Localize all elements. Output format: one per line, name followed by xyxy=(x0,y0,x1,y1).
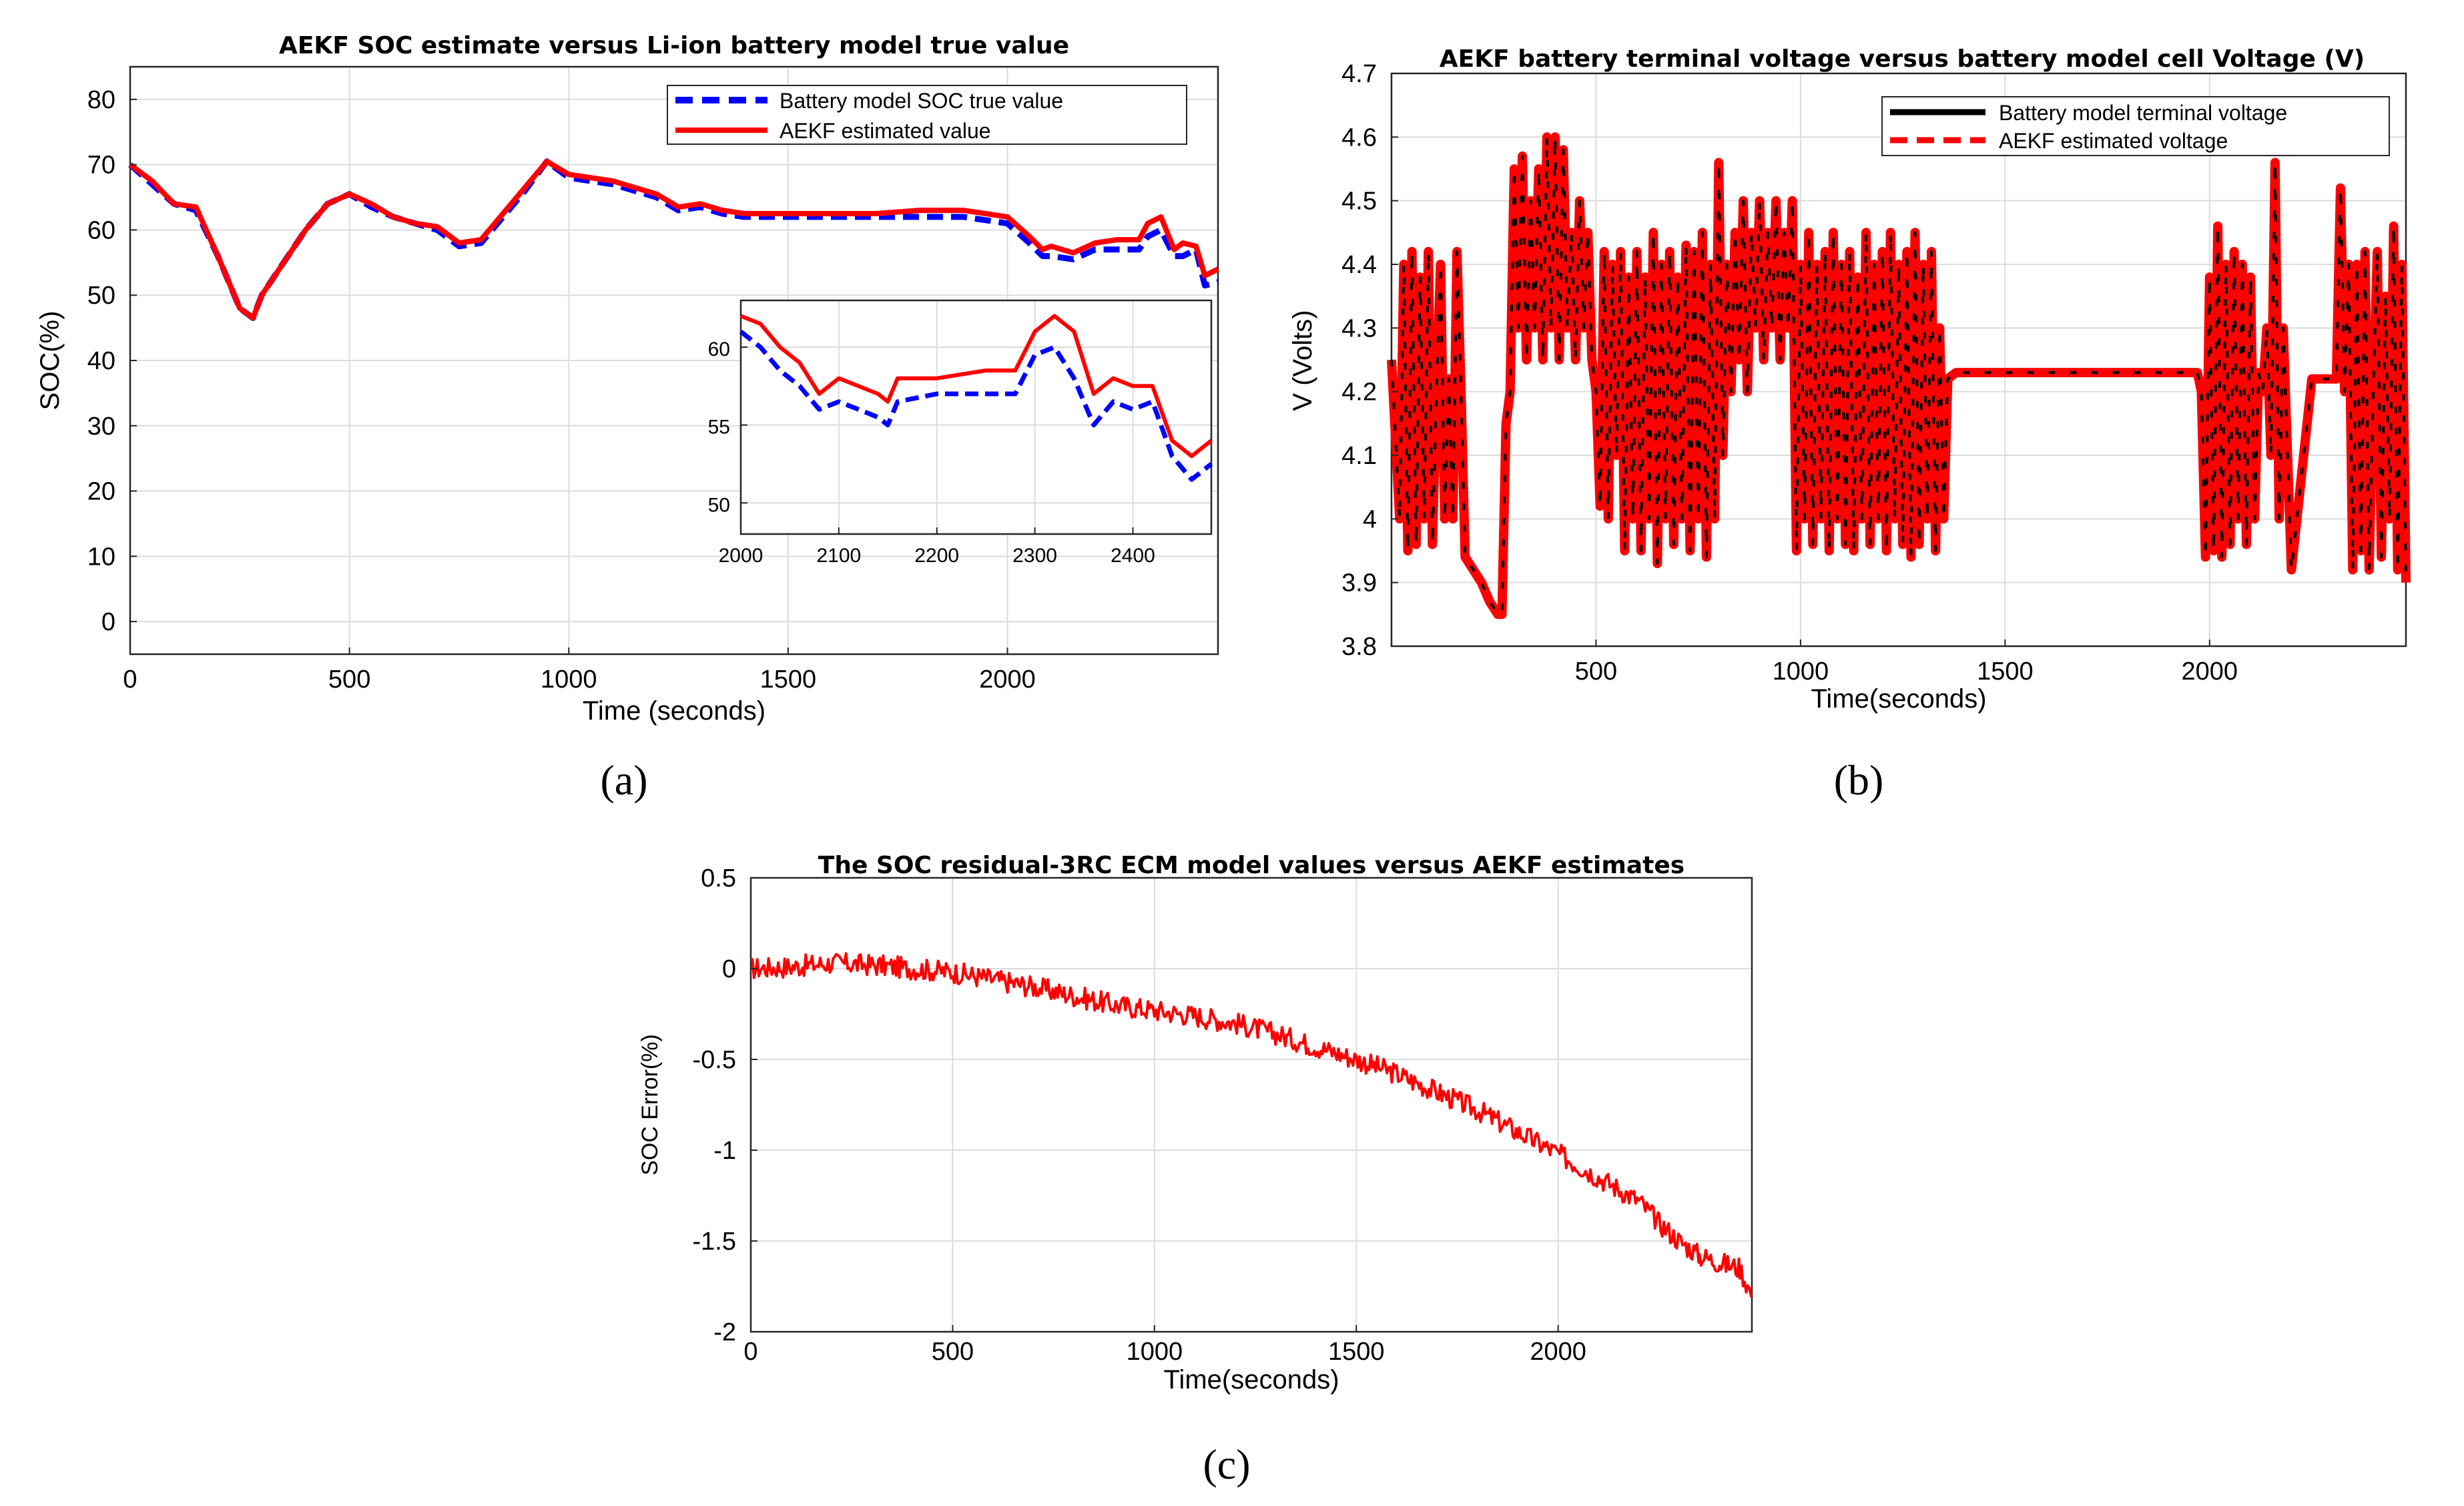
a-inset-ytick-label-1: 55 xyxy=(708,417,730,439)
chart-a-line-true-value xyxy=(128,158,1219,321)
a-inset-xtick-label-4: 2400 xyxy=(1111,545,1155,567)
b-ytick-label-9: 4.7 xyxy=(1341,60,1377,88)
a-inset-xtick-label-0: 2000 xyxy=(719,545,763,567)
chart-a-inset-series-lines xyxy=(739,314,1213,482)
chart-a-title: AEKF SOC estimate versus Li-ion battery … xyxy=(279,32,1069,59)
c-xtick-label-2: 1000 xyxy=(1127,1338,1183,1366)
chart-c-title: The SOC residual-3RC ECM model values ve… xyxy=(818,852,1684,879)
b-ytick-label-1: 3.9 xyxy=(1341,569,1377,597)
chart-a-inset-background xyxy=(741,300,1211,534)
c-xtick-label-0: 0 xyxy=(743,1338,757,1366)
chart-a-inset: 2000 2100 2200 2300 2400 50 55 60 xyxy=(708,299,1213,567)
chart-c-line-residual xyxy=(750,952,1753,1298)
chart-c-y-ticks: -2 -1.5 -1 -0.5 0 0.5 xyxy=(693,864,757,1346)
chart-a-legend-box xyxy=(667,85,1187,145)
chart-b-line-aekf xyxy=(1387,132,2411,619)
chart-a-panel-label: (a) xyxy=(600,756,647,804)
b-ytick-label-4: 4.2 xyxy=(1341,379,1377,407)
b-ytick-label-7: 4.5 xyxy=(1341,188,1377,216)
chart-b-legend: Battery model terminal voltage AEKF esti… xyxy=(1881,96,2390,156)
b-xtick-label-2: 1500 xyxy=(1977,658,2034,686)
chart-a-ylabel: SOC(%) xyxy=(35,311,65,411)
c-xtick-label-4: 2000 xyxy=(1530,1338,1586,1366)
chart-a-inset-y-ticks: 50 55 60 xyxy=(708,338,747,516)
c-ytick-label-4: 0 xyxy=(722,955,736,983)
chart-a: AEKF SOC estimate versus Li-ion battery … xyxy=(35,32,1219,804)
a-ytick-label-5: 50 xyxy=(87,282,115,310)
chart-b-legend-box xyxy=(1881,96,2390,156)
a-ytick-label-8: 80 xyxy=(87,86,115,114)
chart-b: AEKF battery terminal voltage versus bat… xyxy=(1288,45,2411,804)
b-xtick-label-1: 1000 xyxy=(1773,658,1829,686)
chart-b-series-lines xyxy=(1387,132,2411,619)
chart-b-ylabel: V (Volts) xyxy=(1288,310,1317,411)
a-xtick-label-4: 2000 xyxy=(979,666,1036,694)
chart-b-legend-model-label: Battery model terminal voltage xyxy=(1999,101,2287,125)
c-xtick-label-3: 1500 xyxy=(1328,1338,1385,1366)
chart-a-legend-aekf-label: AEKF estimated value xyxy=(780,119,991,143)
c-ytick-label-2: -1 xyxy=(713,1137,736,1165)
b-xtick-label-3: 2000 xyxy=(2182,658,2238,686)
chart-a-x-ticks: 0 500 1000 1500 2000 xyxy=(123,648,1036,694)
chart-a-inset-line-aekf xyxy=(739,314,1213,459)
a-inset-xtick-label-1: 2100 xyxy=(817,545,862,567)
a-inset-xtick-label-2: 2200 xyxy=(914,545,959,567)
chart-a-legend: Battery model SOC true value AEKF estima… xyxy=(667,85,1187,145)
chart-b-x-ticks: 500 1000 1500 2000 xyxy=(1575,640,2238,686)
chart-a-inset-x-ticks: 2000 2100 2200 2300 2400 xyxy=(719,527,1155,567)
a-inset-ytick-label-2: 60 xyxy=(708,338,730,360)
chart-a-line-aekf xyxy=(128,158,1219,321)
a-ytick-label-2: 20 xyxy=(87,478,115,506)
chart-b-line-model xyxy=(1390,136,2407,616)
chart-c-x-ticks: 0 500 1000 1500 2000 xyxy=(743,1325,1586,1366)
chart-a-inset-line-true-value xyxy=(739,329,1213,482)
chart-c-panel-label: (c) xyxy=(1203,1441,1250,1488)
a-ytick-label-0: 0 xyxy=(101,608,115,636)
chart-c-xlabel: Time(seconds) xyxy=(1163,1365,1339,1395)
c-ytick-label-3: -0.5 xyxy=(693,1046,736,1074)
a-ytick-label-1: 10 xyxy=(87,543,115,571)
a-xtick-label-1: 500 xyxy=(328,666,370,694)
chart-c-ylabel: SOC Error(%) xyxy=(637,1034,663,1176)
b-ytick-label-8: 4.6 xyxy=(1341,123,1377,152)
b-xtick-label-0: 500 xyxy=(1575,658,1617,686)
b-ytick-label-2: 4 xyxy=(1363,505,1377,533)
chart-a-inset-plot-area xyxy=(739,299,1213,535)
c-ytick-label-1: -1.5 xyxy=(693,1228,736,1256)
chart-a-legend-true-label: Battery model SOC true value xyxy=(780,89,1063,113)
a-ytick-label-7: 70 xyxy=(87,152,115,180)
a-inset-xtick-label-3: 2300 xyxy=(1012,545,1057,567)
chart-a-y-ticks: 0 10 20 30 40 50 60 70 80 xyxy=(87,86,137,636)
chart-b-panel-label: (b) xyxy=(1834,756,1884,804)
a-xtick-label-3: 1500 xyxy=(760,666,817,694)
c-ytick-label-5: 0.5 xyxy=(701,864,736,893)
b-ytick-label-6: 4.4 xyxy=(1341,251,1377,279)
a-inset-ytick-label-0: 50 xyxy=(708,494,730,516)
b-ytick-label-0: 3.8 xyxy=(1341,633,1377,661)
chart-b-y-ticks: 3.8 3.9 4 4.1 4.2 4.3 4.4 4.5 4.6 4.7 xyxy=(1341,60,1398,661)
a-xtick-label-2: 1000 xyxy=(541,666,597,694)
chart-c-series-lines xyxy=(750,952,1753,1298)
chart-b-legend-aekf-label: AEKF estimated voltage xyxy=(1999,129,2228,153)
chart-b-title: AEKF battery terminal voltage versus bat… xyxy=(1440,45,2365,73)
b-ytick-label-3: 4.1 xyxy=(1341,442,1377,470)
chart-c-gridlines xyxy=(750,877,1752,1332)
chart-c: The SOC residual-3RC ECM model values ve… xyxy=(637,852,1753,1488)
c-xtick-label-1: 500 xyxy=(932,1338,974,1366)
a-xtick-label-0: 0 xyxy=(123,666,137,694)
chart-b-xlabel: Time(seconds) xyxy=(1811,684,1986,714)
chart-c-plot-area xyxy=(749,876,1753,1333)
chart-a-series-lines xyxy=(128,158,1219,321)
a-ytick-label-4: 40 xyxy=(87,347,115,375)
b-ytick-label-5: 4.3 xyxy=(1341,314,1377,342)
chart-a-xlabel: Time (seconds) xyxy=(583,696,765,726)
a-ytick-label-3: 30 xyxy=(87,413,115,441)
c-ytick-label-0: -2 xyxy=(713,1318,736,1346)
a-ytick-label-6: 60 xyxy=(87,216,115,244)
